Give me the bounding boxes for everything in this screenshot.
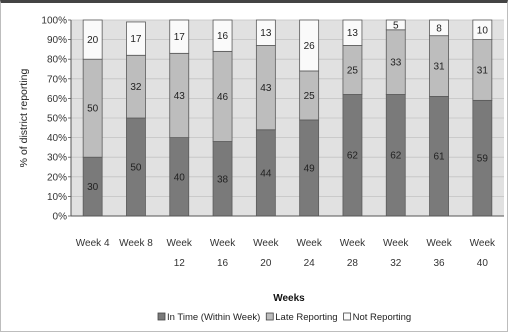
y-axis-ticks: 0% 10% 20% 30% 40% 50% 60% 70% 80% 90% 100%	[41, 16, 504, 223]
bar-segment	[126, 21, 146, 56]
legend-label: Late Reporting	[275, 312, 337, 323]
data-label: 50	[87, 104, 99, 115]
y-tick-label: 60%	[47, 94, 67, 105]
x-tick-label: Week	[296, 238, 322, 249]
data-label: 16	[217, 31, 229, 42]
data-label: 61	[433, 152, 445, 163]
data-label: 38	[217, 174, 229, 185]
data-label: 40	[174, 172, 186, 183]
data-label: 59	[477, 154, 489, 165]
bar-segment	[255, 19, 276, 46]
legend: In Time (Within Week) Late Reporting Not R…	[157, 312, 412, 323]
x-tick-label: Week	[383, 238, 409, 249]
legend-swatch	[157, 312, 166, 321]
x-tick-label: Week 8	[119, 238, 153, 249]
legend-swatch	[343, 312, 351, 321]
x-tick-label: Week	[426, 238, 452, 249]
x-tick-label: 16	[217, 258, 229, 269]
data-label: 62	[390, 151, 402, 162]
y-tick-label: 10%	[47, 192, 67, 203]
data-label: 20	[87, 35, 99, 46]
bars: 30 50 20 50 32 17 40 43 17 38 46 16 44 43 13 49 25 26 62 25…	[82, 19, 493, 217]
bar-segment	[472, 19, 493, 41]
x-tick-label: Week	[340, 238, 366, 249]
x-tick-label: Week	[167, 238, 193, 249]
legend-label: Not Reporting	[353, 312, 412, 323]
data-label: 10	[477, 25, 489, 36]
x-tick-label: 40	[477, 258, 489, 269]
data-label: 13	[347, 28, 359, 39]
bar-segment	[82, 19, 103, 60]
data-label: 33	[390, 58, 402, 69]
x-tick-label: Week	[253, 238, 279, 249]
x-tick-label: Week 4	[76, 238, 110, 249]
x-axis-ticks: Week 4 Week 8 Week 12 Week 16 Week 20 Week 24 Week…	[76, 238, 496, 269]
x-tick-label: 36	[433, 258, 445, 269]
data-label: 43	[174, 91, 186, 102]
y-tick-label: 20%	[47, 172, 67, 183]
data-label: 26	[304, 41, 316, 52]
bar-segment	[299, 19, 320, 72]
y-tick-label: 30%	[47, 153, 67, 164]
data-label: 50	[130, 163, 142, 174]
x-tick-label: 12	[174, 258, 186, 269]
data-label: 17	[174, 32, 186, 43]
x-tick-label: Week	[470, 238, 496, 249]
data-label: 8	[436, 23, 442, 34]
data-label: 46	[217, 92, 229, 103]
data-label: 62	[347, 151, 359, 162]
bar-segment	[342, 19, 363, 46]
data-label: 31	[433, 62, 445, 73]
bar-segment	[169, 19, 190, 54]
data-label: 49	[304, 163, 316, 174]
data-label: 17	[130, 34, 142, 45]
legend-swatch	[265, 312, 274, 321]
x-axis-title: Weeks	[273, 293, 305, 304]
x-tick-label: 20	[260, 258, 272, 269]
data-label: 13	[260, 28, 272, 39]
data-label: 32	[130, 82, 142, 93]
bar-segment	[212, 19, 233, 52]
data-label: 5	[393, 20, 399, 31]
data-label: 31	[477, 65, 489, 76]
y-tick-label: 40%	[47, 133, 67, 144]
data-label: 25	[304, 91, 316, 102]
x-tick-label: Week	[210, 238, 236, 249]
bar-segment	[429, 19, 449, 37]
data-label: 25	[347, 65, 359, 76]
x-tick-label: 28	[347, 258, 359, 269]
data-label: 43	[260, 83, 272, 94]
y-tick-label: 50%	[47, 114, 67, 125]
y-tick-label: 80%	[47, 55, 67, 66]
data-label: 44	[260, 168, 272, 179]
bar-segment	[385, 19, 406, 31]
y-tick-label: 90%	[47, 35, 67, 46]
x-tick-label: 24	[304, 258, 316, 269]
y-tick-label: 0%	[53, 212, 68, 223]
legend-label: In Time (Within Week)	[167, 312, 260, 323]
y-tick-label: 100%	[41, 16, 67, 27]
data-label: 30	[87, 182, 99, 193]
y-tick-label: 70%	[47, 74, 67, 85]
y-axis-title: % of district reporting	[18, 69, 30, 168]
x-tick-label: 32	[390, 258, 402, 269]
